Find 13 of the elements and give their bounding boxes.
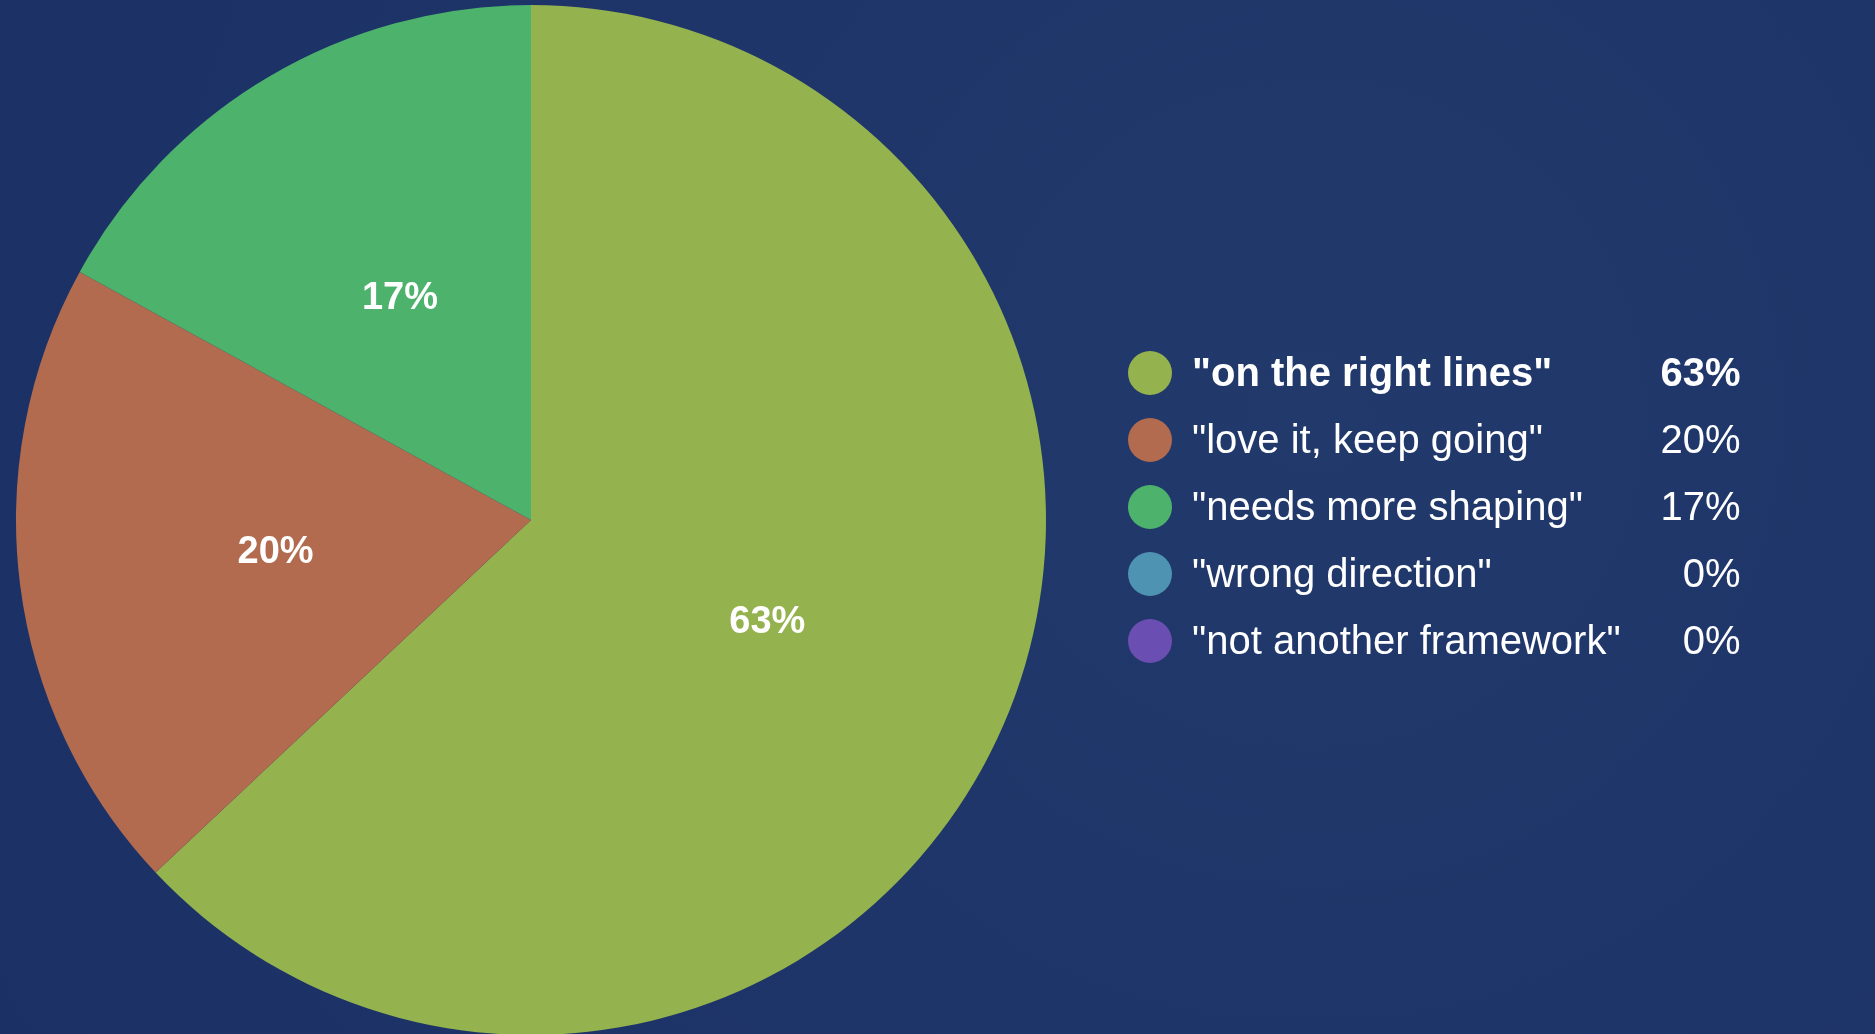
- data-label: 17%: [361, 274, 438, 317]
- data-label: 63%: [729, 598, 806, 641]
- text: 17%: [1660, 484, 1741, 528]
- legend-label: "not another framework": [1192, 618, 1621, 663]
- data-label: 20%: [237, 528, 314, 571]
- text: 0%: [1682, 551, 1741, 595]
- text: 20%: [1660, 417, 1741, 461]
- legend-label: "wrong direction": [1192, 551, 1493, 596]
- legend-label: "on the right lines": [1192, 350, 1554, 395]
- text: 0%: [1682, 618, 1741, 662]
- legend-label: "love it, keep going": [1192, 417, 1544, 462]
- text: 63%: [1660, 350, 1741, 394]
- legend-label: "needs more shaping": [1192, 484, 1584, 529]
